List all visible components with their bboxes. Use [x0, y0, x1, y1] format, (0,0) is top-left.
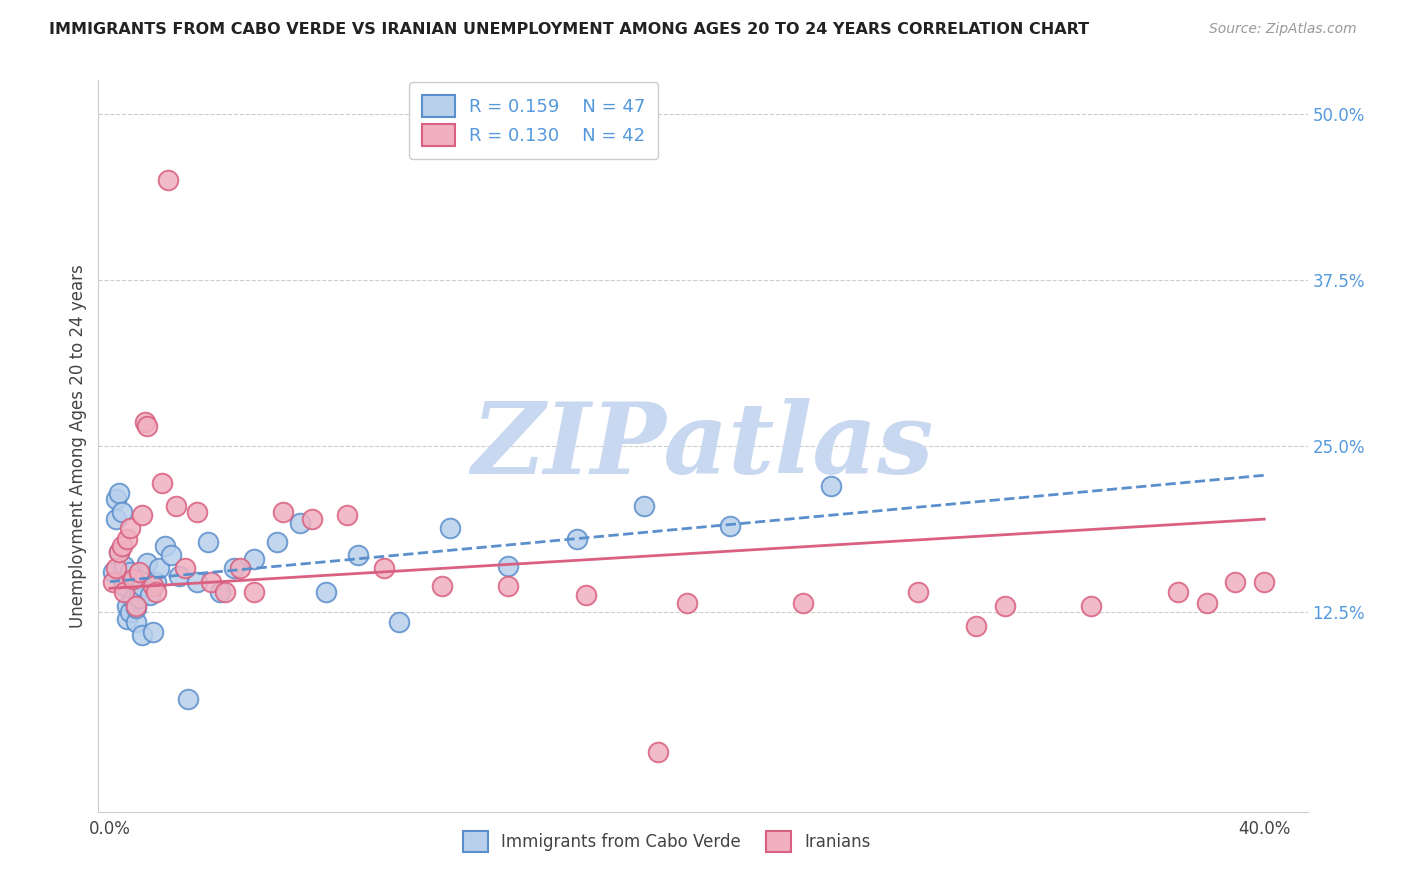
- Point: [112, 579, 135, 593]
- Point: [1167, 585, 1189, 599]
- Point: [110, 506, 132, 520]
- Point: [139, 588, 162, 602]
- Point: [136, 419, 159, 434]
- Y-axis label: Unemployment Among Ages 20 to 24 years: Unemployment Among Ages 20 to 24 years: [69, 264, 87, 628]
- Point: [575, 588, 598, 602]
- Point: [120, 521, 142, 535]
- Point: [142, 579, 165, 593]
- Point: [131, 508, 153, 523]
- Point: [243, 552, 266, 566]
- Point: [131, 628, 153, 642]
- Point: [1253, 574, 1275, 589]
- Point: [159, 548, 181, 562]
- Point: [993, 599, 1015, 613]
- Point: [177, 691, 200, 706]
- Point: [439, 521, 461, 535]
- Point: [128, 591, 150, 605]
- Point: [110, 572, 132, 586]
- Point: [107, 545, 129, 559]
- Point: [122, 591, 145, 606]
- Point: [117, 599, 139, 613]
- Point: [110, 539, 132, 553]
- Point: [633, 499, 655, 513]
- Point: [965, 618, 987, 632]
- Point: [150, 476, 173, 491]
- Point: [122, 574, 145, 589]
- Point: [112, 585, 135, 599]
- Point: [104, 512, 127, 526]
- Point: [145, 574, 167, 589]
- Point: [820, 479, 842, 493]
- Point: [197, 534, 219, 549]
- Point: [107, 545, 129, 559]
- Point: [430, 579, 453, 593]
- Point: [142, 625, 165, 640]
- Point: [1195, 596, 1218, 610]
- Point: [101, 566, 124, 580]
- Point: [104, 492, 127, 507]
- Point: [208, 585, 231, 599]
- Point: [186, 574, 208, 589]
- Point: [165, 499, 187, 513]
- Point: [676, 596, 699, 610]
- Point: [125, 599, 148, 613]
- Point: [122, 572, 145, 586]
- Text: ZIPatlas: ZIPatlas: [472, 398, 934, 494]
- Point: [125, 601, 148, 615]
- Point: [125, 615, 148, 629]
- Point: [301, 512, 323, 526]
- Point: [145, 585, 167, 599]
- Point: [214, 585, 236, 599]
- Point: [229, 561, 252, 575]
- Point: [120, 566, 142, 580]
- Point: [373, 561, 395, 575]
- Point: [120, 605, 142, 619]
- Point: [128, 566, 150, 580]
- Point: [792, 596, 814, 610]
- Point: [336, 508, 359, 523]
- Point: [174, 561, 197, 575]
- Point: [117, 612, 139, 626]
- Point: [347, 548, 370, 562]
- Point: [167, 569, 190, 583]
- Point: [266, 534, 288, 549]
- Point: [112, 558, 135, 573]
- Point: [200, 574, 222, 589]
- Point: [496, 579, 519, 593]
- Text: IMMIGRANTS FROM CABO VERDE VS IRANIAN UNEMPLOYMENT AMONG AGES 20 TO 24 YEARS COR: IMMIGRANTS FROM CABO VERDE VS IRANIAN UN…: [49, 22, 1090, 37]
- Point: [387, 615, 409, 629]
- Point: [315, 585, 337, 599]
- Point: [271, 506, 294, 520]
- Point: [156, 173, 179, 187]
- Point: [1080, 599, 1102, 613]
- Point: [117, 532, 139, 546]
- Text: Source: ZipAtlas.com: Source: ZipAtlas.com: [1209, 22, 1357, 37]
- Point: [134, 415, 156, 429]
- Point: [496, 558, 519, 573]
- Point: [718, 518, 741, 533]
- Point: [134, 569, 156, 583]
- Point: [136, 556, 159, 570]
- Point: [243, 585, 266, 599]
- Point: [131, 579, 153, 593]
- Point: [148, 561, 170, 575]
- Point: [186, 506, 208, 520]
- Point: [907, 585, 929, 599]
- Point: [128, 582, 150, 597]
- Point: [1225, 574, 1247, 589]
- Point: [290, 516, 312, 530]
- Point: [153, 539, 176, 553]
- Point: [107, 485, 129, 500]
- Point: [222, 561, 245, 575]
- Point: [104, 561, 127, 575]
- Point: [647, 745, 669, 759]
- Legend: Immigrants from Cabo Verde, Iranians: Immigrants from Cabo Verde, Iranians: [456, 824, 877, 858]
- Point: [567, 532, 589, 546]
- Point: [101, 574, 124, 589]
